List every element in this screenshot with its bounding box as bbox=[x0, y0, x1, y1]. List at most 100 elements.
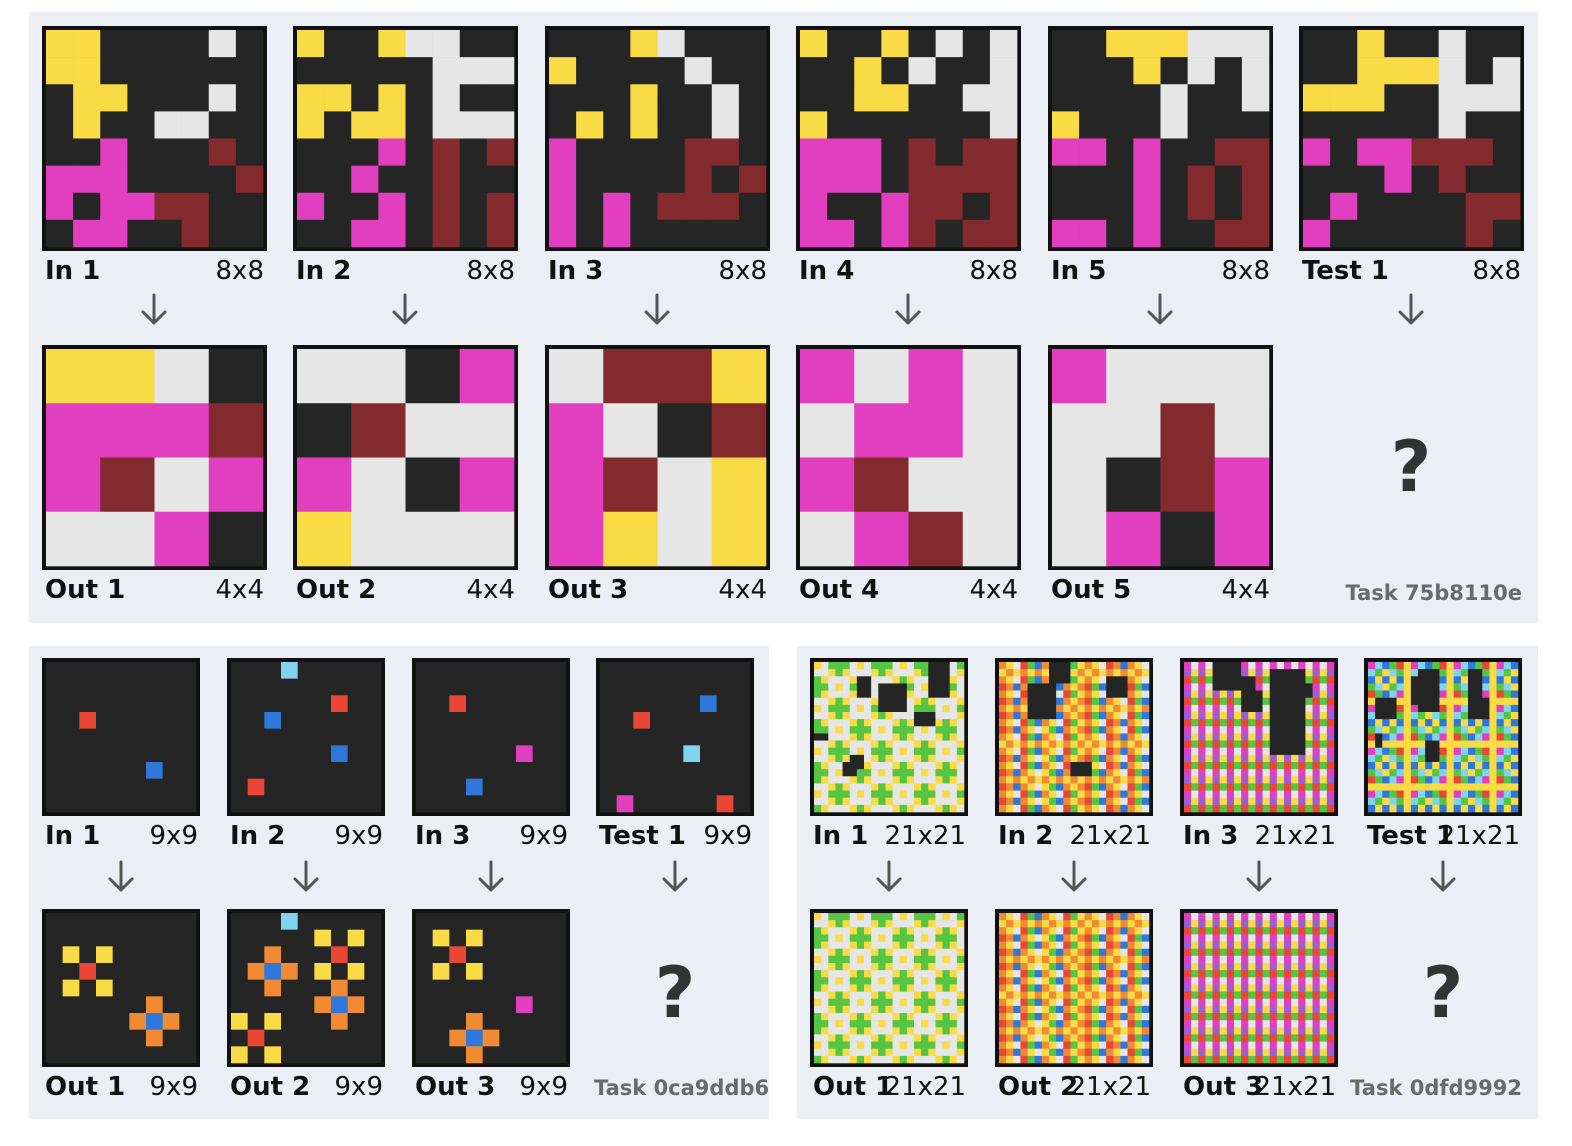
grid-cell bbox=[1063, 762, 1071, 770]
grid-cell bbox=[1006, 726, 1014, 734]
grid-cell bbox=[914, 984, 922, 992]
grid-cell bbox=[1106, 1041, 1114, 1050]
grid-cell bbox=[1396, 804, 1405, 813]
grid-cell bbox=[835, 669, 843, 677]
grid-cell bbox=[908, 84, 936, 112]
grid-cell bbox=[459, 192, 488, 221]
grid-cell bbox=[842, 704, 851, 713]
grid-cell bbox=[1418, 669, 1426, 677]
grid-cell bbox=[906, 927, 915, 935]
grid-cell bbox=[1013, 769, 1021, 777]
grid-cell bbox=[1106, 726, 1114, 734]
grid-cell bbox=[1141, 1013, 1150, 1021]
grid-cell bbox=[821, 1013, 829, 1021]
grid-cell bbox=[935, 676, 943, 684]
grid-cell bbox=[1063, 970, 1071, 978]
grid-cell bbox=[885, 963, 893, 971]
grid-cell bbox=[1184, 804, 1192, 813]
grid-cell bbox=[1312, 662, 1321, 670]
grid-cell bbox=[432, 111, 461, 139]
grid-cell bbox=[466, 946, 483, 964]
grid-cell bbox=[949, 1034, 958, 1042]
grid-cell bbox=[231, 946, 248, 964]
grid-cell bbox=[1106, 991, 1114, 1000]
grid-cell bbox=[1113, 662, 1121, 670]
grid-cell bbox=[314, 728, 332, 746]
grid-cell bbox=[1052, 138, 1080, 166]
grid-cell bbox=[885, 776, 893, 784]
grid-cell bbox=[1446, 776, 1455, 784]
grid-cell bbox=[1460, 783, 1469, 791]
grid-cell bbox=[1052, 111, 1080, 139]
grid-cell bbox=[1291, 934, 1299, 942]
grid-cell bbox=[856, 669, 865, 677]
grid-cell bbox=[1013, 690, 1021, 699]
grid-cell bbox=[1077, 769, 1086, 777]
grid-cell bbox=[828, 790, 836, 799]
grid-cell bbox=[1141, 970, 1150, 978]
grid-cell bbox=[46, 913, 63, 930]
grid-cell bbox=[633, 695, 651, 713]
grid-cell bbox=[1052, 511, 1107, 567]
grid-cell bbox=[1127, 683, 1136, 691]
grid-cell bbox=[516, 1046, 533, 1064]
grid-cell bbox=[633, 795, 651, 813]
grid-cell bbox=[1205, 1055, 1213, 1064]
grid-cell bbox=[906, 669, 915, 677]
output-label: Out 1 bbox=[45, 1072, 126, 1102]
grid-cell bbox=[1248, 955, 1256, 964]
grid-cell bbox=[892, 1005, 901, 1014]
grid-cell bbox=[856, 955, 865, 964]
grid-cell bbox=[1034, 1055, 1043, 1064]
grid-cell bbox=[856, 683, 865, 691]
grid-cell bbox=[1191, 984, 1199, 992]
grid-cell bbox=[364, 728, 382, 746]
grid-cell bbox=[906, 934, 915, 942]
grid-cell bbox=[1127, 1041, 1136, 1050]
grid-cell bbox=[1403, 662, 1412, 670]
grid-cell bbox=[1475, 697, 1483, 706]
grid-cell bbox=[1084, 1048, 1093, 1057]
grid-cell bbox=[1184, 740, 1192, 749]
grid-cell bbox=[928, 991, 936, 1000]
grid-cell bbox=[1276, 1027, 1285, 1035]
grid-cell bbox=[314, 695, 332, 713]
grid-cell bbox=[633, 745, 651, 763]
grid-cell bbox=[1013, 1055, 1021, 1064]
grid-cell bbox=[1465, 111, 1494, 139]
grid-cell bbox=[1184, 733, 1192, 741]
grid-cell bbox=[1091, 697, 1100, 706]
grid-cell bbox=[1248, 712, 1256, 720]
grid-cell bbox=[885, 712, 893, 720]
grid-cell bbox=[281, 1046, 298, 1064]
grid-cell bbox=[162, 913, 180, 930]
grid-cell bbox=[935, 984, 943, 992]
grid-cell bbox=[1027, 963, 1036, 971]
grid-cell bbox=[1312, 790, 1321, 799]
grid-cell bbox=[864, 719, 872, 727]
grid-cell bbox=[1141, 804, 1150, 813]
grid-cell bbox=[1013, 970, 1021, 978]
grid-cell bbox=[1234, 1020, 1242, 1028]
grid-cell bbox=[821, 676, 829, 684]
grid-cell bbox=[1027, 747, 1036, 756]
grid-cell bbox=[835, 754, 843, 763]
grid-cell bbox=[1191, 913, 1199, 921]
grid-cell bbox=[1312, 941, 1321, 950]
down-arrow-icon bbox=[478, 860, 504, 892]
grid-cell bbox=[892, 991, 901, 1000]
grid-cell bbox=[1403, 740, 1412, 749]
grid-cell bbox=[1034, 776, 1043, 784]
grid-cell bbox=[1255, 740, 1263, 749]
grid-cell bbox=[449, 795, 467, 813]
grid-cell bbox=[878, 740, 886, 749]
grid-cell bbox=[1389, 733, 1397, 741]
grid-cell bbox=[1198, 941, 1206, 950]
grid-cell bbox=[928, 1013, 936, 1021]
grid-cell bbox=[1063, 790, 1071, 799]
grid-cell bbox=[1298, 783, 1306, 791]
grid-cell bbox=[516, 728, 533, 746]
grid-cell bbox=[956, 783, 965, 791]
grid-cell bbox=[1034, 998, 1043, 1007]
grid-cell bbox=[906, 1020, 915, 1028]
